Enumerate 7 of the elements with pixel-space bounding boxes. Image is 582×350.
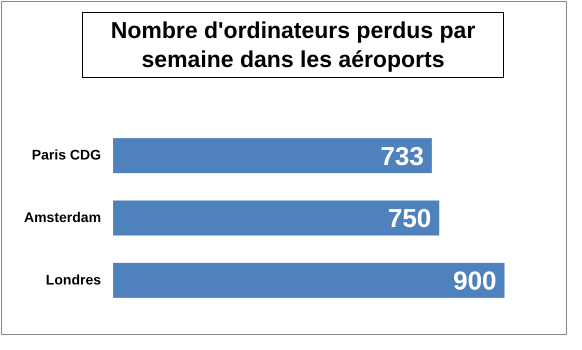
data-label: 733 (380, 140, 424, 171)
data-label: 750 (388, 203, 432, 234)
chart-title: Nombre d'ordinateurs perdus par semaine dans les aéroports (82, 12, 504, 78)
y-tick-label: Amsterdam (24, 208, 102, 225)
y-tick-label: Paris CDG (32, 146, 102, 162)
data-label: 900 (453, 266, 497, 296)
y-tick-label: Londres (46, 271, 102, 288)
